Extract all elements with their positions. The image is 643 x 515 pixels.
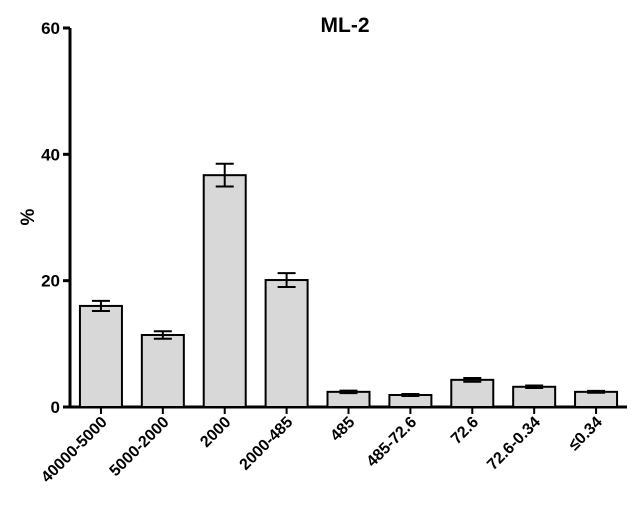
x-tick-label: 485-72.6 bbox=[364, 414, 421, 471]
x-tick-label: 2000 bbox=[197, 414, 234, 451]
x-tick-label: 2000-485 bbox=[237, 414, 297, 474]
bar-5 bbox=[326, 390, 371, 408]
x-tick-label: ≤0.34 bbox=[566, 414, 606, 454]
x-tick-label: 485 bbox=[327, 414, 358, 445]
bar-7 bbox=[450, 378, 495, 409]
x-tick-label: 5000-2000 bbox=[107, 414, 173, 480]
x-tick-label: 72.6-0.34 bbox=[484, 414, 544, 474]
y-tick-label: 0 bbox=[51, 398, 60, 417]
bar-2 bbox=[140, 333, 185, 408]
y-tick-label: 60 bbox=[41, 19, 60, 38]
chart-title: ML-2 bbox=[321, 14, 370, 37]
bar-9 bbox=[574, 390, 619, 408]
bar-1 bbox=[78, 304, 123, 408]
y-tick-label: 40 bbox=[41, 145, 60, 164]
bar-3 bbox=[202, 174, 247, 408]
y-tick-label: 20 bbox=[41, 272, 60, 291]
x-tick-label: 72.6 bbox=[448, 414, 482, 448]
bar-8 bbox=[512, 385, 557, 408]
x-tick-label: 40000-5000 bbox=[38, 414, 110, 486]
bar-4 bbox=[264, 279, 309, 408]
y-axis-label: % bbox=[18, 208, 39, 225]
